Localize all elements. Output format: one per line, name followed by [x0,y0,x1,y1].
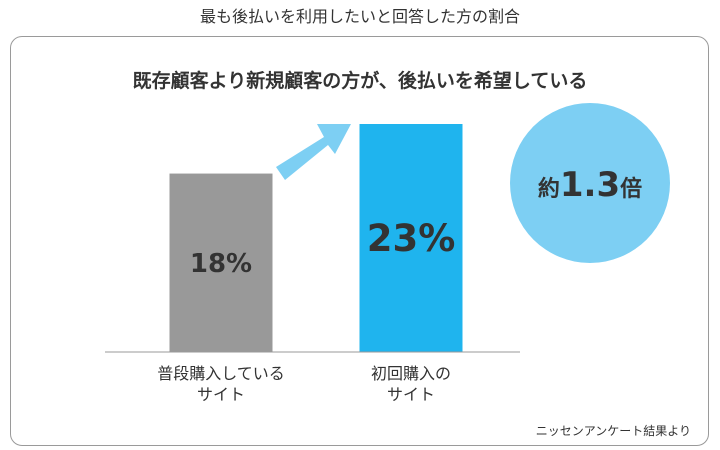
category-label-1-1: 普段購入している [157,364,285,383]
category-label-2-2: サイト [387,385,435,404]
category-label-2-1: 初回購入の [371,364,451,383]
bar-1 [169,173,273,352]
outer-title: 最も後払いを利用したいと回答した方の割合 [199,7,520,26]
data-label-1: 18% [190,249,252,279]
chart-frame [10,36,709,446]
headline: 既存顧客より新規顧客の方が、後払いを希望している [132,70,588,92]
multiplier-badge-text: 約1.3倍 [538,165,642,205]
multiplier-badge [510,103,670,263]
source-note: ニッセンアンケート結果より [535,424,691,438]
data-label-2: 23% [367,217,456,260]
bar-2 [359,124,463,352]
growth-arrow-icon [276,124,351,180]
category-label-1-2: サイト [197,385,245,404]
